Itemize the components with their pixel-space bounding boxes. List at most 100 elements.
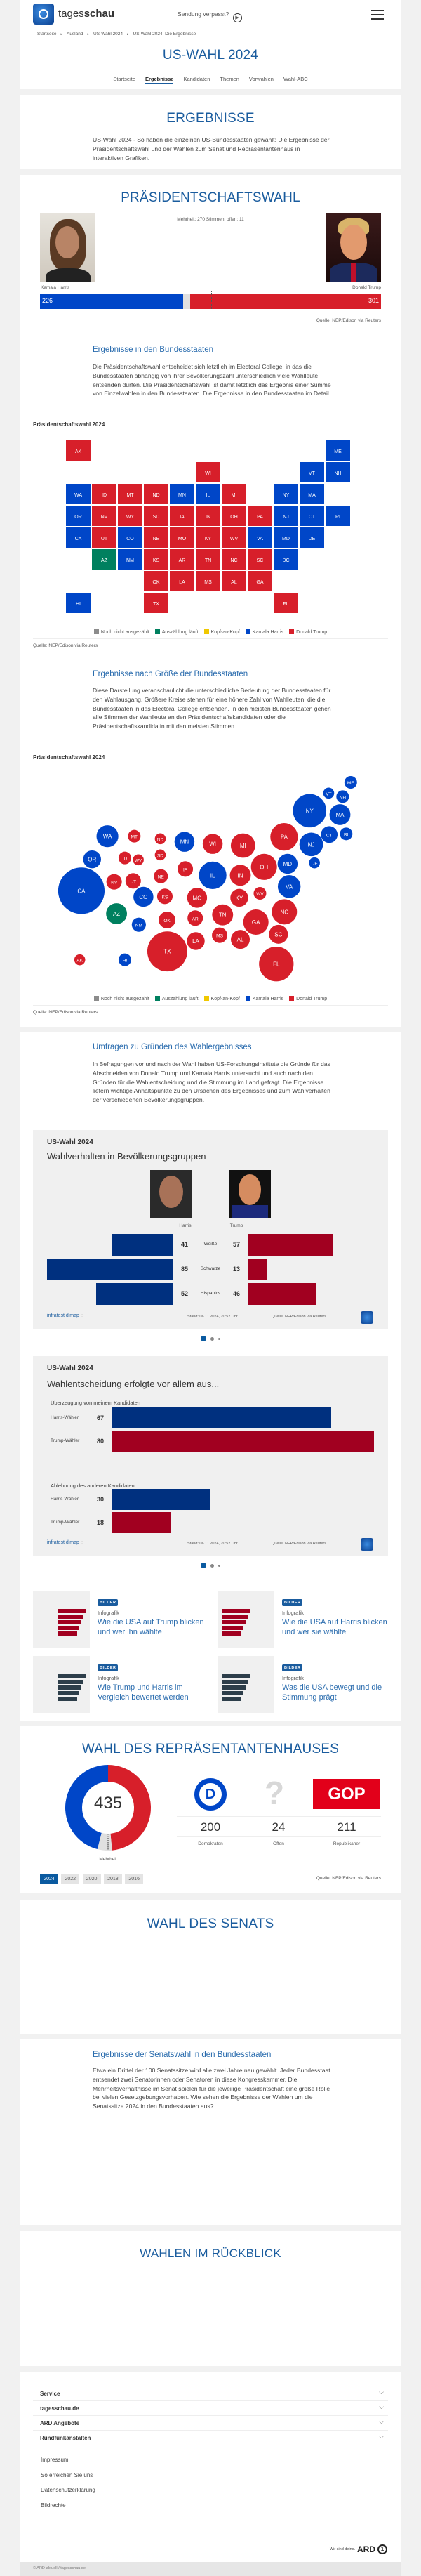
- state-bubble[interactable]: [250, 853, 277, 880]
- state-bubble-sd[interactable]: SD: [154, 849, 166, 861]
- state-shape[interactable]: [170, 549, 194, 570]
- state-bubble-in[interactable]: IN: [229, 865, 251, 886]
- state-bubble-ri[interactable]: RI: [340, 827, 353, 841]
- state-bubble-co[interactable]: CO: [133, 886, 154, 907]
- state-bubble-nm[interactable]: NM: [131, 917, 146, 932]
- state-nc[interactable]: NC: [222, 549, 246, 570]
- state-shape[interactable]: [118, 527, 142, 548]
- state-shape[interactable]: [92, 549, 116, 570]
- teaser-link[interactable]: BILDER Infografik Wie Trump und Harris im …: [33, 1656, 208, 1714]
- state-ar[interactable]: AR: [170, 549, 194, 570]
- state-shape[interactable]: [274, 549, 298, 570]
- state-shape[interactable]: [326, 462, 350, 482]
- ard-logo[interactable]: Wir sind deins. ARD 1: [330, 2544, 387, 2554]
- state-bubble-id[interactable]: ID: [118, 851, 131, 865]
- state-bubble-ny[interactable]: NY: [293, 794, 327, 828]
- state-bubble-map[interactable]: AK AL AR AZ CA CO CT DE FL GA HI IA ID IL IN KS KY LA MA MD…: [20, 773, 401, 983]
- state-ri[interactable]: RI: [326, 506, 350, 526]
- year-tab-2020[interactable]: 2020: [82, 1874, 101, 1884]
- state-shape[interactable]: [170, 571, 194, 591]
- state-bubble[interactable]: [58, 867, 105, 914]
- state-bubble-va[interactable]: VA: [277, 875, 301, 898]
- state-bubble-mt[interactable]: MT: [128, 829, 141, 843]
- state-pa[interactable]: PA: [248, 506, 272, 526]
- state-bubble[interactable]: [231, 930, 250, 949]
- state-shape[interactable]: [196, 506, 220, 526]
- state-bubble-wa[interactable]: WA: [96, 825, 119, 848]
- state-ms[interactable]: MS: [196, 571, 220, 591]
- state-wy[interactable]: WY: [118, 506, 142, 526]
- footer-link[interactable]: Bildrechte: [41, 2502, 66, 2509]
- state-bubble[interactable]: [212, 904, 234, 926]
- state-shape[interactable]: [66, 593, 91, 613]
- teaser-thumbnail[interactable]: [33, 1656, 90, 1713]
- state-or[interactable]: OR: [66, 506, 91, 526]
- state-bubble[interactable]: [329, 804, 351, 825]
- infographic-demographics[interactable]: US-Wahl 2024 Wahlverhalten in Bevölkerun…: [33, 1130, 388, 1329]
- state-ks[interactable]: KS: [144, 549, 168, 570]
- state-shape[interactable]: [222, 527, 246, 548]
- state-id[interactable]: ID: [92, 484, 116, 504]
- state-bubble[interactable]: [270, 823, 298, 851]
- state-bubble[interactable]: [131, 917, 146, 932]
- state-shape[interactable]: [144, 506, 168, 526]
- state-wv[interactable]: WV: [222, 527, 246, 548]
- state-bubble-nd[interactable]: ND: [154, 833, 166, 845]
- state-al[interactable]: AL: [222, 571, 246, 591]
- footer-accordion-tagesschau-de[interactable]: tagesschau.de ⌵: [33, 2400, 388, 2415]
- state-bubble[interactable]: [133, 854, 144, 866]
- state-bubble[interactable]: [156, 888, 173, 905]
- state-bubble[interactable]: [125, 873, 141, 889]
- carousel-dots[interactable]: [20, 1563, 401, 1568]
- state-bubble[interactable]: [174, 832, 195, 852]
- state-bubble-ut[interactable]: UT: [125, 873, 141, 889]
- state-bubble-md[interactable]: MD: [277, 853, 298, 874]
- state-bubble-fl[interactable]: FL: [259, 947, 294, 982]
- state-shape[interactable]: [248, 549, 272, 570]
- state-bubble[interactable]: [299, 832, 323, 857]
- state-ut[interactable]: UT: [92, 527, 116, 548]
- state-bubble[interactable]: [154, 833, 166, 845]
- state-mn[interactable]: MN: [170, 484, 194, 504]
- carousel-dot[interactable]: [210, 1336, 214, 1341]
- nav-tab-vorwahlen[interactable]: Vorwahlen: [248, 76, 274, 82]
- state-wi[interactable]: WI: [196, 462, 220, 482]
- state-shape[interactable]: [92, 506, 116, 526]
- state-shape[interactable]: [170, 484, 194, 504]
- state-fl[interactable]: FL: [274, 593, 298, 613]
- state-bubble-sc[interactable]: SC: [269, 924, 288, 944]
- state-bubble[interactable]: [277, 853, 298, 874]
- state-shape[interactable]: [196, 571, 220, 591]
- footer-accordion-rundfunkanstalten[interactable]: Rundfunkanstalten ⌵: [33, 2430, 388, 2445]
- state-bubble[interactable]: [154, 849, 166, 861]
- state-shape[interactable]: [300, 462, 324, 482]
- state-bubble-pa[interactable]: PA: [270, 823, 298, 851]
- state-hi[interactable]: HI: [66, 593, 91, 613]
- state-bubble[interactable]: [147, 931, 187, 972]
- state-shape[interactable]: [300, 506, 324, 526]
- state-bubble-nc[interactable]: NC: [272, 899, 298, 925]
- state-bubble-or[interactable]: OR: [83, 850, 101, 869]
- state-bubble-nj[interactable]: NJ: [299, 832, 323, 857]
- state-bubble[interactable]: [128, 829, 141, 843]
- state-shape[interactable]: [66, 506, 91, 526]
- state-bubble[interactable]: [187, 888, 208, 908]
- state-shape[interactable]: [144, 527, 168, 548]
- state-md[interactable]: MD: [274, 527, 298, 548]
- state-bubble-tx[interactable]: TX: [147, 931, 187, 972]
- state-bubble[interactable]: [340, 827, 353, 841]
- teaser-link[interactable]: BILDER Infografik Was die USA bewegt und d…: [218, 1656, 393, 1714]
- year-tab-2024[interactable]: 2024: [40, 1874, 58, 1884]
- state-shape[interactable]: [196, 462, 220, 482]
- state-nm[interactable]: NM: [118, 549, 142, 570]
- state-in[interactable]: IN: [196, 506, 220, 526]
- state-sc[interactable]: SC: [248, 549, 272, 570]
- state-bubble[interactable]: [336, 790, 349, 803]
- state-wa[interactable]: WA: [66, 484, 91, 504]
- year-tab-2022[interactable]: 2022: [61, 1874, 80, 1884]
- state-results-map[interactable]: AK AL AR AZ CA CO CT DC DE FL GA HI IA ID IL IN KS KY LA MA…: [20, 439, 401, 620]
- state-shape[interactable]: [326, 506, 350, 526]
- infographic-decision[interactable]: US-Wahl 2024 Wahlentscheidung erfolgte v…: [33, 1356, 388, 1556]
- state-bubble[interactable]: [344, 776, 357, 789]
- state-bubble[interactable]: [187, 932, 205, 950]
